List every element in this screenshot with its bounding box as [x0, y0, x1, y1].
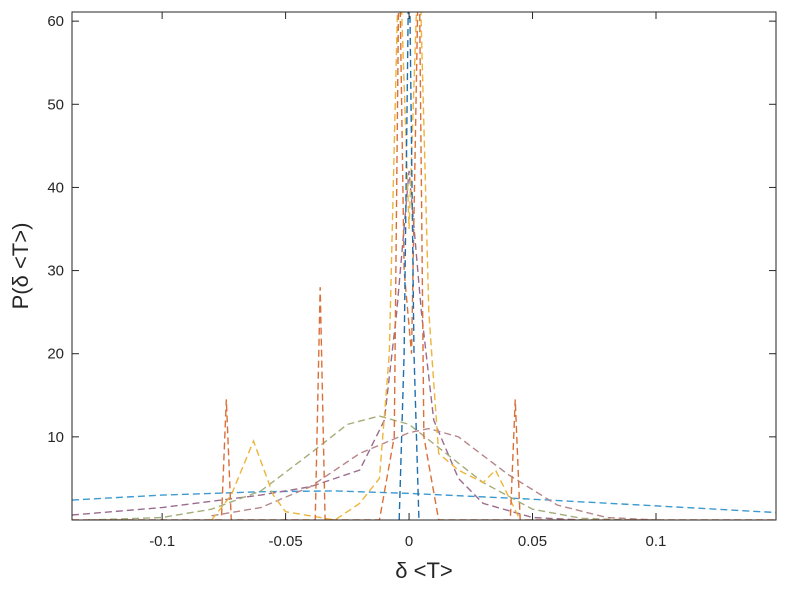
y-axis-label: P(δ <T>)	[8, 223, 33, 310]
series-line	[88, 415, 632, 520]
x-tick-label: -0.05	[268, 533, 302, 550]
x-tick-label: 0	[405, 533, 413, 550]
x-axis-label: δ <T>	[395, 558, 453, 583]
plot-area	[72, 12, 776, 520]
y-tick-label: 50	[47, 96, 64, 113]
x-tick-label: 0.1	[646, 533, 667, 550]
x-tick-label: 0.05	[518, 533, 547, 550]
x-tick-label: -0.1	[149, 533, 175, 550]
y-tick-label: 60	[47, 13, 64, 30]
y-tick-label: 40	[47, 179, 64, 196]
series-line	[72, 170, 582, 520]
series-line	[211, 427, 657, 520]
y-tick-label: 30	[47, 263, 64, 280]
series-line	[72, 490, 776, 514]
axes-box	[71, 11, 777, 521]
y-tick-label: 10	[47, 429, 64, 446]
series-line	[398, 12, 420, 520]
series-group	[72, 12, 776, 520]
y-tick-label: 20	[47, 346, 64, 363]
